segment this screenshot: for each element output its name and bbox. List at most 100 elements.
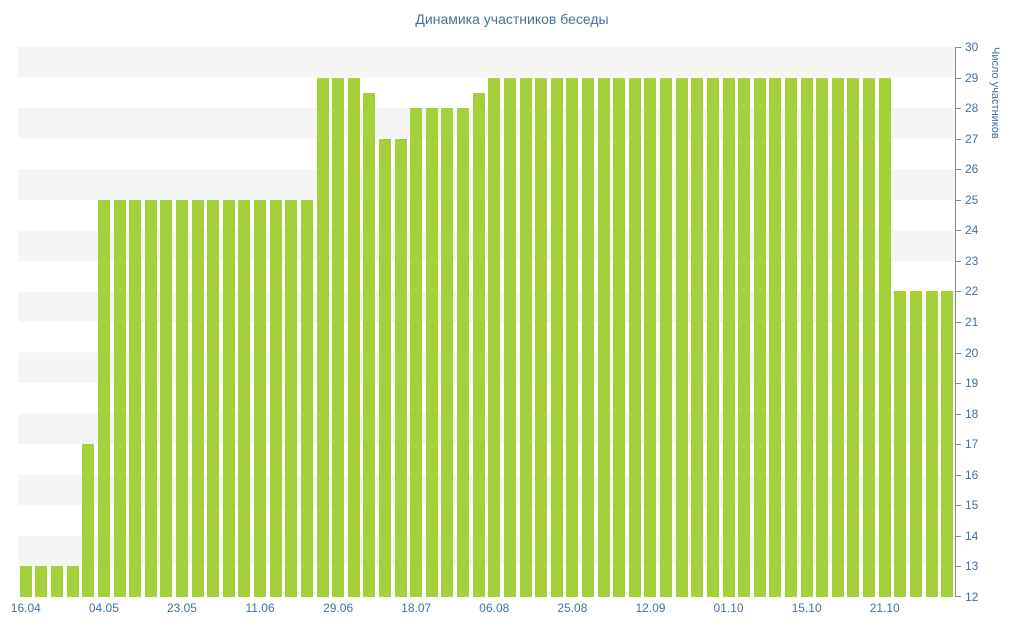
y-tick-label: 25 xyxy=(965,192,979,207)
bar xyxy=(894,291,907,597)
x-tick-label: 15.10 xyxy=(791,601,822,615)
bar xyxy=(97,199,110,597)
y-tick-label: 24 xyxy=(965,223,979,238)
bar xyxy=(472,92,485,597)
x-tick-label: 25.08 xyxy=(557,601,588,615)
y-tick-mark xyxy=(956,47,961,48)
bar xyxy=(51,566,64,597)
bar xyxy=(941,291,954,597)
y-tick-mark xyxy=(956,413,961,415)
y-tick-mark xyxy=(956,444,961,446)
bar xyxy=(769,77,782,597)
x-tick-label: 18.07 xyxy=(401,601,432,615)
bar xyxy=(222,199,235,597)
bar xyxy=(597,77,610,597)
x-tick-label: 23.05 xyxy=(166,601,197,615)
x-axis: 16.04 04.05 23.05 11.06 29.06 18.07 06.08 25.08… xyxy=(11,601,955,621)
y-tick-mark xyxy=(956,352,961,354)
bar xyxy=(347,77,360,597)
y-tick-label: 12 xyxy=(965,590,979,604)
y-tick-mark xyxy=(956,260,961,262)
y-tick-mark xyxy=(956,169,961,171)
bar xyxy=(644,77,657,597)
bar xyxy=(878,77,891,597)
y-tick-mark xyxy=(956,474,961,476)
y-tick-mark xyxy=(956,77,961,79)
bar xyxy=(425,108,438,597)
bar xyxy=(550,77,563,597)
y-tick-label: 15 xyxy=(965,498,979,513)
y-tick-mark xyxy=(956,138,961,140)
bar xyxy=(785,77,798,597)
bar xyxy=(66,566,79,597)
bar xyxy=(316,77,329,597)
x-tick-label: 21.10 xyxy=(869,601,900,615)
bar xyxy=(753,77,766,597)
bar xyxy=(160,199,173,597)
x-tick-label: 04.05 xyxy=(88,601,119,615)
y-tick-mark xyxy=(956,230,961,232)
x-tick-label: 12.09 xyxy=(635,601,666,615)
bar xyxy=(269,199,282,597)
bar xyxy=(82,444,95,597)
bar xyxy=(909,291,922,597)
plot-area xyxy=(18,47,955,597)
bar xyxy=(394,138,407,597)
bar xyxy=(925,291,938,597)
bar xyxy=(831,77,844,597)
bar xyxy=(722,77,735,597)
y-tick-label: 22 xyxy=(965,284,979,299)
y-tick-label: 18 xyxy=(965,406,979,421)
y-tick-mark xyxy=(956,108,961,110)
bar xyxy=(628,77,641,597)
bar xyxy=(503,77,516,597)
bar xyxy=(19,566,32,597)
bar xyxy=(582,77,594,597)
y-tick-mark xyxy=(956,322,961,323)
y-tick-label: 23 xyxy=(965,253,979,268)
bar xyxy=(566,77,579,597)
x-tick-label: 01.10 xyxy=(713,601,744,615)
y-tick-mark xyxy=(956,596,961,597)
bar xyxy=(441,108,454,597)
bar xyxy=(863,77,876,597)
y-tick-label: 27 xyxy=(965,131,979,146)
bar xyxy=(378,138,391,597)
bar xyxy=(363,92,376,597)
bar xyxy=(332,77,345,597)
y-tick-mark xyxy=(956,383,961,385)
y-tick-label: 29 xyxy=(965,70,979,85)
y-tick-mark xyxy=(956,291,961,293)
bar xyxy=(191,199,204,597)
y-tick-label: 21 xyxy=(965,315,979,329)
bar xyxy=(706,77,719,597)
y-axis-title: Число участников xyxy=(989,47,1001,139)
bar xyxy=(113,199,126,597)
bar xyxy=(35,566,48,597)
bar xyxy=(847,77,860,597)
x-tick-label: 29.06 xyxy=(323,601,354,615)
y-axis: 12 13 14 15 16 17 18 19 20 21 22 23 24 25 26 27 28 29 30 xyxy=(955,40,1015,604)
x-tick-label: 06.08 xyxy=(479,601,510,615)
y-tick-label: 19 xyxy=(965,376,979,391)
y-tick-label: 30 xyxy=(965,40,979,54)
y-tick-mark xyxy=(956,535,961,537)
chart-title: Динамика участников беседы xyxy=(415,11,609,27)
y-tick-label: 17 xyxy=(965,437,979,452)
bar xyxy=(535,77,548,597)
y-tick-mark xyxy=(956,566,961,568)
bar xyxy=(457,108,470,597)
x-tick-label: 11.06 xyxy=(245,601,275,615)
bar xyxy=(519,77,532,597)
bar xyxy=(175,199,188,597)
y-tick-label: 13 xyxy=(965,559,979,574)
y-tick-label: 20 xyxy=(965,345,979,360)
bar xyxy=(207,199,220,597)
bar xyxy=(285,199,298,597)
bar xyxy=(613,77,626,597)
bar xyxy=(660,77,673,597)
bar xyxy=(738,77,751,597)
bar xyxy=(254,199,267,597)
y-tick-label: 28 xyxy=(965,101,979,116)
